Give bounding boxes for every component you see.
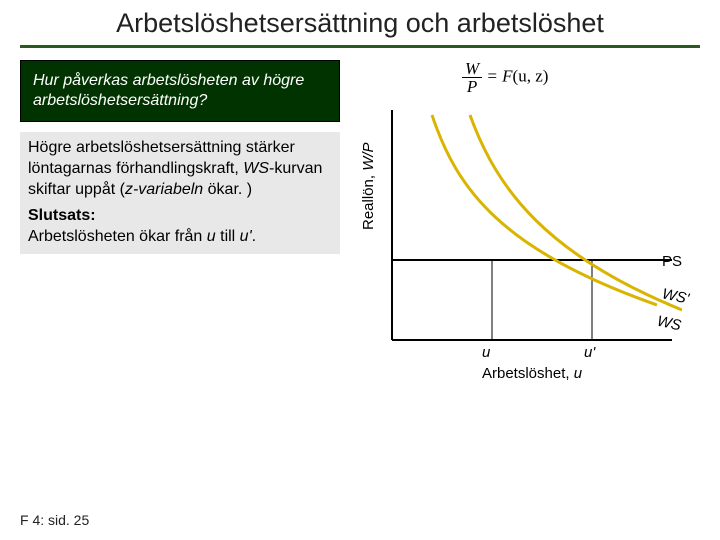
content-row: Hur påverkas arbetslösheten av högre arb… <box>0 56 720 400</box>
formula-P: P <box>462 78 482 95</box>
ws-ps-diagram <box>352 100 682 360</box>
text: Arbetslösheten ökar från <box>28 228 207 245</box>
ylabel-formula: W/P <box>360 143 377 171</box>
conclusion-label: Slutsats: <box>28 207 96 224</box>
uprime-var: u' <box>240 228 252 245</box>
z-term: z-variabeln <box>125 181 203 198</box>
y-axis-label: Reallön, W/P <box>360 143 377 231</box>
x-axis-label: Arbetslöshet, u <box>482 365 582 382</box>
xlabel-var: u <box>574 365 582 382</box>
question-box: Hur påverkas arbetslösheten av högre arb… <box>20 60 340 122</box>
u-tick-label: u <box>482 344 490 361</box>
slide-title: Arbetslöshetsersättning och arbetslöshet <box>0 0 720 45</box>
conclusion: Slutsats: Arbetslösheten ökar från u til… <box>28 206 332 248</box>
text: . <box>252 228 256 245</box>
formula-args: (u, z) <box>513 66 549 85</box>
formula-eq: = <box>482 66 502 85</box>
title-underline <box>20 45 700 48</box>
left-column: Hur påverkas arbetslösheten av högre arb… <box>20 60 340 400</box>
formula-F: F <box>502 66 512 85</box>
chart-area: W P = F(u, z) Reallön, W/P Arbetslöshet,… <box>352 60 700 400</box>
u-var: u <box>207 228 216 245</box>
text: ökar. ) <box>203 181 252 198</box>
slide-footer: F 4: sid. 25 <box>20 512 89 528</box>
wage-formula: W P = F(u, z) <box>462 60 548 95</box>
formula-W: W <box>462 60 482 78</box>
ylabel-text: Reallön, <box>360 171 377 230</box>
ws-term: WS <box>243 160 269 177</box>
explanation-box: Högre arbetslöshetsersättning stärker lö… <box>20 132 340 254</box>
text: till <box>216 228 240 245</box>
explanation-paragraph: Högre arbetslöshetsersättning stärker lö… <box>28 138 332 200</box>
ps-label: PS <box>662 253 682 270</box>
uprime-tick-label: u' <box>584 344 595 361</box>
xlabel-text: Arbetslöshet, <box>482 365 574 382</box>
